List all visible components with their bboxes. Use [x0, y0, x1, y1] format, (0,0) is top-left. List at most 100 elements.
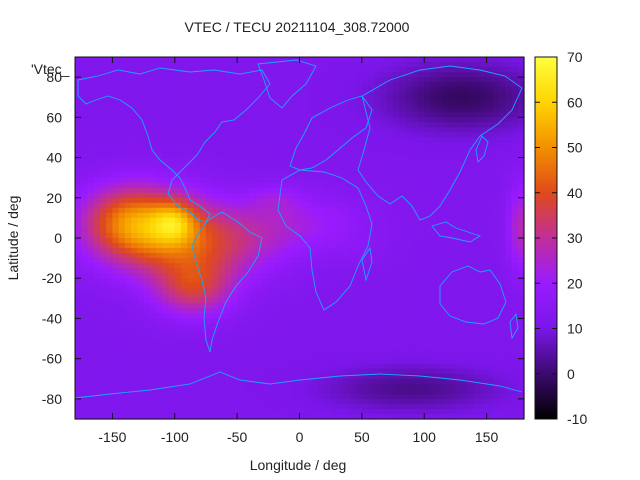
- heatmap-cell: [143, 333, 151, 340]
- heatmap-cell: [118, 298, 126, 304]
- heatmap-cell: [411, 77, 419, 83]
- heatmap-cell: [187, 403, 195, 410]
- heatmap-cell: [305, 132, 313, 139]
- heatmap-cell: [143, 358, 151, 365]
- heatmap-cell: [305, 288, 313, 294]
- heatmap-cell: [149, 122, 157, 128]
- heatmap-cell: [143, 122, 151, 128]
- heatmap-cell: [430, 202, 438, 209]
- heatmap-cell: [131, 338, 138, 345]
- heatmap-cell: [106, 363, 114, 370]
- heatmap-cell: [436, 363, 444, 370]
- heatmap-cell: [93, 117, 101, 123]
- heatmap-cell: [299, 383, 307, 390]
- heatmap-cell: [174, 353, 182, 360]
- heatmap-cell: [461, 62, 469, 68]
- heatmap-cell: [93, 398, 101, 405]
- heatmap-cell: [187, 318, 195, 325]
- heatmap-cell: [149, 177, 157, 184]
- heatmap-cell: [305, 77, 313, 83]
- heatmap-cell: [492, 152, 500, 159]
- heatmap-cell: [355, 263, 363, 269]
- heatmap-cell: [212, 278, 220, 284]
- heatmap-cell: [249, 102, 257, 108]
- heatmap-cell: [511, 388, 519, 395]
- heatmap-cell: [368, 323, 375, 330]
- heatmap-cell: [336, 187, 344, 194]
- heatmap-cell: [299, 97, 307, 103]
- heatmap-cell: [293, 112, 301, 118]
- heatmap-cell: [299, 243, 307, 249]
- heatmap-cell: [99, 202, 107, 209]
- heatmap-cell: [249, 62, 257, 68]
- heatmap-cell: [187, 323, 195, 330]
- heatmap-cell: [361, 122, 369, 128]
- heatmap-cell: [187, 358, 195, 365]
- heatmap-cell: [156, 62, 163, 68]
- heatmap-cell: [187, 248, 195, 254]
- heatmap-cell: [287, 102, 294, 108]
- heatmap-cell: [474, 393, 481, 400]
- heatmap-cell: [449, 77, 457, 83]
- heatmap-cell: [162, 82, 170, 88]
- heatmap-cell: [237, 298, 244, 304]
- heatmap-cell: [230, 253, 238, 259]
- heatmap-cell: [505, 258, 513, 264]
- heatmap-cell: [492, 328, 500, 335]
- heatmap-cell: [187, 383, 195, 390]
- heatmap-cell: [399, 353, 407, 360]
- heatmap-cell: [343, 313, 350, 320]
- heatmap-cell: [368, 77, 375, 83]
- heatmap-cell: [162, 273, 170, 279]
- heatmap-cell: [268, 318, 276, 325]
- heatmap-cell: [511, 278, 519, 284]
- heatmap-cell: [417, 192, 425, 199]
- heatmap-cell: [124, 107, 132, 113]
- heatmap-cell: [168, 187, 176, 194]
- heatmap-cell: [75, 177, 82, 184]
- heatmap-cell: [386, 253, 394, 259]
- heatmap-cell: [280, 323, 288, 330]
- heatmap-cell: [318, 278, 326, 284]
- heatmap-cell: [149, 227, 157, 234]
- heatmap-cell: [486, 197, 494, 204]
- heatmap-cell: [237, 303, 244, 309]
- heatmap-cell: [492, 243, 500, 249]
- heatmap-cell: [393, 197, 400, 204]
- heatmap-cell: [218, 87, 226, 93]
- heatmap-cell: [318, 107, 326, 113]
- heatmap-cell: [393, 112, 400, 118]
- heatmap-cell: [449, 117, 457, 123]
- heatmap-cell: [368, 248, 375, 254]
- heatmap-cell: [293, 62, 301, 68]
- heatmap-cell: [218, 238, 226, 244]
- heatmap-cell: [411, 177, 419, 184]
- heatmap-cell: [393, 293, 400, 299]
- heatmap-cell: [305, 127, 313, 134]
- heatmap-cell: [299, 253, 307, 259]
- heatmap-cell: [343, 72, 350, 78]
- heatmap-cell: [75, 132, 82, 139]
- heatmap-cell: [455, 353, 463, 360]
- heatmap-cell: [274, 278, 282, 284]
- heatmap-cell: [268, 172, 276, 179]
- heatmap-cell: [137, 243, 145, 249]
- heatmap-cell: [480, 172, 488, 179]
- heatmap-cell: [156, 273, 163, 279]
- heatmap-cell: [106, 132, 114, 139]
- heatmap-cell: [299, 137, 307, 144]
- heatmap-cell: [149, 112, 157, 118]
- heatmap-cell: [205, 263, 213, 269]
- heatmap-cell: [461, 217, 469, 224]
- heatmap-cell: [268, 197, 276, 204]
- heatmap-cell: [268, 147, 276, 154]
- heatmap-cell: [249, 308, 257, 315]
- heatmap-cell: [199, 67, 207, 73]
- heatmap-cell: [386, 187, 394, 194]
- heatmap-cell: [486, 338, 494, 345]
- heatmap-cell: [330, 243, 338, 249]
- heatmap-cell: [218, 227, 226, 234]
- heatmap-cell: [99, 393, 107, 400]
- heatmap-cell: [156, 378, 163, 385]
- heatmap-cell: [249, 333, 257, 340]
